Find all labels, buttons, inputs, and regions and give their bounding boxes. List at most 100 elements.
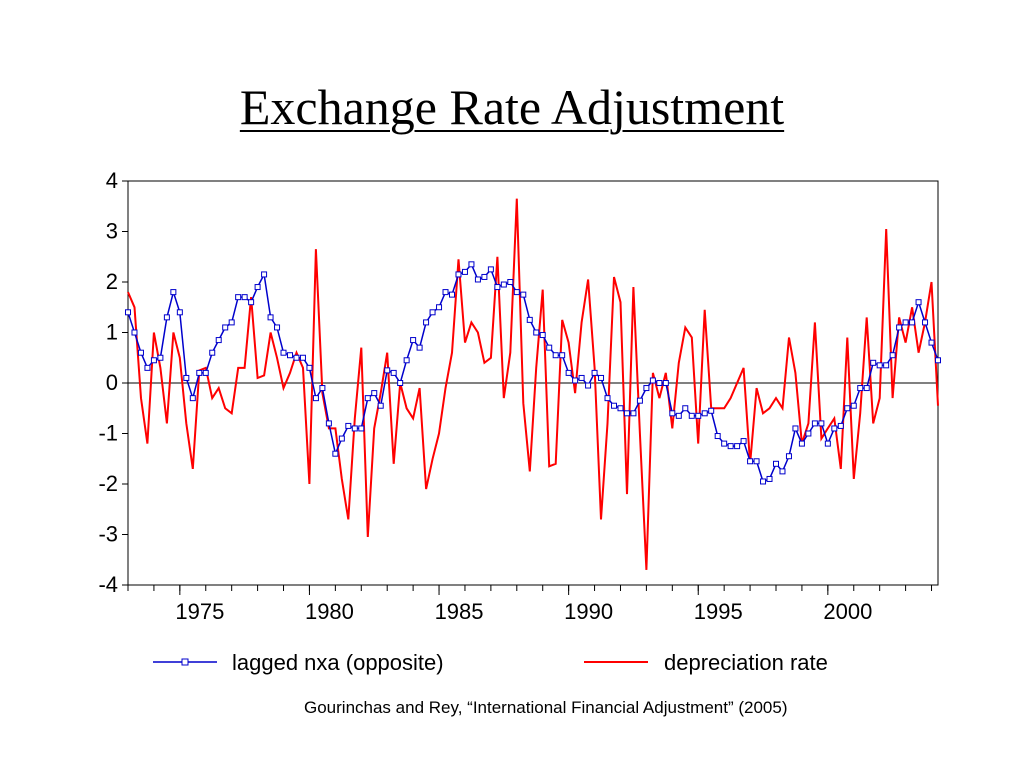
data-point-lagged-nxa — [669, 410, 676, 417]
data-point-lagged-nxa — [209, 349, 216, 356]
data-point-lagged-nxa — [909, 319, 916, 326]
data-point-lagged-nxa — [487, 266, 494, 273]
data-point-lagged-nxa — [572, 377, 579, 384]
data-point-lagged-nxa — [701, 410, 708, 417]
data-point-lagged-nxa — [358, 425, 365, 432]
data-point-lagged-nxa — [552, 352, 559, 359]
data-point-lagged-nxa — [410, 337, 417, 344]
data-point-lagged-nxa — [137, 349, 144, 356]
data-point-lagged-nxa — [520, 291, 527, 298]
data-point-lagged-nxa — [604, 395, 611, 402]
data-point-lagged-nxa — [760, 478, 767, 485]
y-tick-label: -3 — [98, 522, 118, 547]
data-point-lagged-nxa — [935, 357, 941, 364]
data-point-lagged-nxa — [870, 359, 877, 366]
data-point-lagged-nxa — [176, 309, 183, 316]
data-point-lagged-nxa — [844, 405, 851, 412]
y-tick-label: 0 — [106, 370, 118, 395]
data-point-lagged-nxa — [798, 440, 805, 447]
data-point-lagged-nxa — [565, 369, 572, 376]
data-point-lagged-nxa — [189, 395, 196, 402]
x-tick-label: 1995 — [694, 599, 743, 624]
data-point-lagged-nxa — [261, 271, 268, 278]
data-point-lagged-nxa — [824, 440, 831, 447]
data-point-lagged-nxa — [287, 352, 293, 359]
x-tick-label: 1975 — [175, 599, 224, 624]
data-point-lagged-nxa — [792, 425, 799, 432]
data-point-lagged-nxa — [896, 324, 903, 331]
data-point-lagged-nxa — [546, 344, 553, 351]
data-point-lagged-nxa — [397, 380, 404, 386]
data-point-lagged-nxa — [831, 425, 838, 432]
data-point-lagged-nxa — [850, 402, 857, 409]
data-point-lagged-nxa — [643, 385, 650, 392]
data-point-lagged-nxa — [889, 352, 896, 359]
data-point-lagged-nxa — [513, 289, 520, 296]
data-point-lagged-nxa — [623, 410, 630, 417]
data-point-lagged-nxa — [883, 362, 890, 369]
data-point-lagged-nxa — [254, 284, 261, 291]
legend-label-depreciation-rate: depreciation rate — [664, 650, 828, 675]
data-point-lagged-nxa — [785, 453, 792, 460]
data-point-lagged-nxa — [922, 319, 929, 326]
data-point-lagged-nxa — [708, 407, 715, 414]
data-point-lagged-nxa — [248, 299, 255, 306]
series-line-depreciation-rate — [127, 198, 939, 570]
slide-title: Exchange Rate Adjustment — [239, 79, 785, 135]
data-point-lagged-nxa — [734, 443, 741, 450]
data-point-lagged-nxa — [150, 357, 157, 364]
data-point-lagged-nxa — [215, 337, 222, 344]
data-point-lagged-nxa — [364, 395, 371, 402]
data-point-lagged-nxa — [125, 309, 131, 316]
data-point-lagged-nxa — [390, 369, 397, 376]
data-point-lagged-nxa — [183, 374, 190, 381]
data-point-lagged-nxa — [740, 438, 747, 445]
data-point-lagged-nxa — [325, 420, 332, 427]
legend: lagged nxa (opposite) depreciation rate — [153, 650, 828, 675]
data-point-lagged-nxa — [559, 352, 566, 359]
data-point-lagged-nxa — [507, 279, 514, 285]
data-point-lagged-nxa — [617, 405, 624, 412]
data-point-lagged-nxa — [695, 412, 702, 419]
data-point-lagged-nxa — [928, 339, 935, 346]
data-point-lagged-nxa — [241, 294, 248, 301]
data-point-lagged-nxa — [533, 329, 540, 336]
data-point-lagged-nxa — [293, 354, 300, 361]
data-point-lagged-nxa — [675, 412, 682, 419]
y-tick-label: 2 — [106, 269, 118, 294]
data-point-lagged-nxa — [280, 349, 287, 356]
data-point-lagged-nxa — [163, 314, 170, 321]
data-point-lagged-nxa — [351, 425, 358, 432]
data-point-lagged-nxa — [222, 324, 229, 331]
data-point-lagged-nxa — [468, 261, 475, 268]
data-point-lagged-nxa — [377, 402, 384, 409]
data-point-lagged-nxa — [461, 268, 468, 275]
data-point-lagged-nxa — [429, 309, 436, 316]
data-point-lagged-nxa — [818, 420, 825, 427]
data-point-lagged-nxa — [688, 412, 695, 419]
data-point-lagged-nxa — [299, 354, 306, 361]
data-point-lagged-nxa — [649, 377, 656, 384]
data-point-lagged-nxa — [235, 294, 242, 301]
data-point-lagged-nxa — [863, 385, 870, 392]
data-point-lagged-nxa — [144, 364, 151, 371]
data-point-lagged-nxa — [721, 440, 728, 447]
data-point-lagged-nxa — [312, 395, 319, 402]
plot-area — [125, 198, 941, 570]
y-tick-label: -2 — [98, 471, 118, 496]
citation: Gourinchas and Rey, “International Finan… — [304, 698, 788, 717]
data-point-lagged-nxa — [714, 433, 721, 440]
data-point-lagged-nxa — [876, 362, 883, 369]
x-tick-label: 1990 — [564, 599, 613, 624]
data-point-lagged-nxa — [423, 319, 430, 326]
data-point-lagged-nxa — [539, 332, 546, 339]
data-point-lagged-nxa — [436, 304, 443, 311]
y-tick-label: -4 — [98, 572, 118, 597]
data-point-lagged-nxa — [611, 402, 617, 409]
y-tick-label: 4 — [106, 168, 118, 193]
data-point-lagged-nxa — [526, 316, 533, 323]
data-point-lagged-nxa — [636, 397, 643, 404]
data-point-lagged-nxa — [371, 390, 378, 397]
data-point-lagged-nxa — [481, 273, 488, 280]
